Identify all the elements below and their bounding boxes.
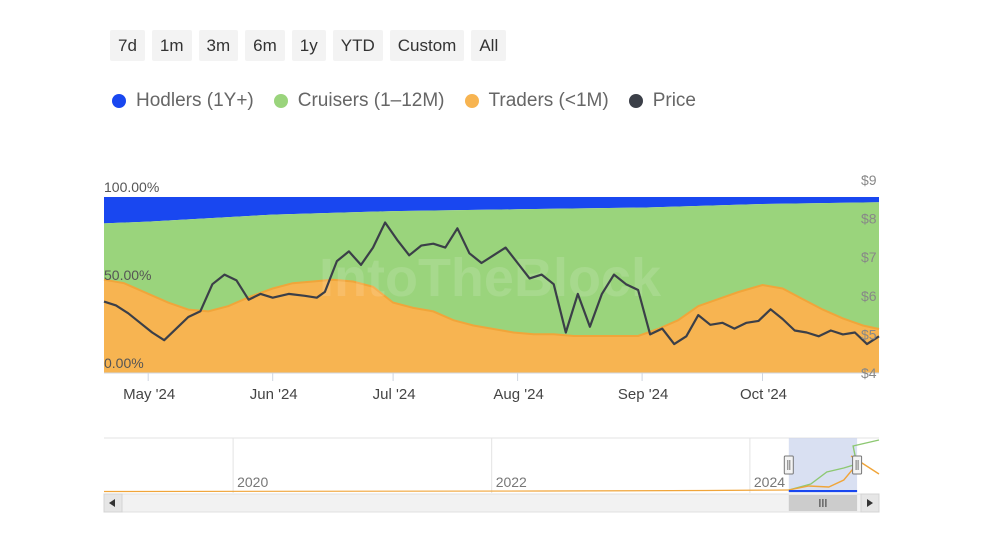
- navigator-tick-label: 2020: [237, 474, 268, 490]
- legend-item-traders[interactable]: Traders (<1M): [464, 90, 609, 112]
- legend-dot-icon: [628, 94, 643, 108]
- range-7d-button[interactable]: 7d: [110, 30, 145, 61]
- legend-dot-icon: [464, 94, 479, 108]
- range-1y-button[interactable]: 1y: [291, 30, 326, 61]
- range-6m-button[interactable]: 6m: [245, 30, 285, 61]
- legend-dot-icon: [273, 94, 288, 108]
- x-tick-label: May '24: [123, 386, 175, 403]
- x-tick-label: Oct '24: [740, 386, 787, 403]
- range-3m-button[interactable]: 3m: [198, 30, 239, 61]
- legend-item-price[interactable]: Price: [628, 90, 696, 112]
- chart-legend: Hodlers (1Y+) Cruisers (1–12M) Traders (…: [112, 90, 696, 112]
- cruisers-area: [104, 202, 879, 336]
- x-tick-label: Jul '24: [373, 386, 416, 403]
- legend-item-cruisers[interactable]: Cruisers (1–12M): [273, 90, 445, 112]
- traders-area: [104, 279, 879, 373]
- navigator-right-handle[interactable]: [852, 455, 863, 475]
- y-right-axis: $9 $8 $7 $6 $5 $4: [861, 172, 877, 381]
- arrow-right-icon: [867, 499, 873, 507]
- legend-label: Traders (<1M): [488, 90, 609, 111]
- range-1m-button[interactable]: 1m: [151, 30, 192, 61]
- y-right-tick-label: $5: [861, 326, 877, 342]
- grip-icon: [819, 499, 827, 507]
- navigator-tick-label: 2024: [754, 474, 785, 490]
- legend-label: Cruisers (1–12M): [297, 90, 445, 111]
- range-custom-button[interactable]: Custom: [389, 30, 465, 61]
- y-right-tick-label: $4: [861, 365, 877, 381]
- y-right-tick-label: $8: [861, 211, 877, 227]
- legend-label: Hodlers (1Y+): [136, 90, 254, 111]
- x-axis: May '24 Jun '24 Jul '24 Aug '24 Sep '24 …: [123, 373, 787, 403]
- price-line: [103, 221, 880, 346]
- y-left-tick-label: 100.00%: [104, 179, 159, 195]
- range-all-button[interactable]: All: [471, 30, 507, 61]
- navigator[interactable]: 2020 2022 2024: [103, 437, 880, 493]
- navigator-left-handle[interactable]: [783, 455, 794, 475]
- main-plot: IntoTheBlock: [103, 196, 880, 374]
- y-right-tick-label: $7: [861, 249, 877, 265]
- y-right-tick-label: $6: [861, 288, 877, 304]
- hodlers-area: [104, 197, 879, 224]
- y-left-tick-label: 50.00%: [104, 267, 151, 283]
- navigator-history-line: [103, 489, 789, 493]
- x-tick-label: Aug '24: [493, 386, 543, 403]
- scrollbar-track[interactable]: [103, 493, 880, 513]
- navigator-cruisers-line: [788, 439, 880, 491]
- navigator-tick-label: 2022: [496, 474, 527, 490]
- traders-line: [103, 278, 880, 337]
- navigator-selection[interactable]: [788, 438, 858, 493]
- x-tick-label: Sep '24: [618, 386, 668, 403]
- legend-item-hodlers[interactable]: Hodlers (1Y+): [112, 90, 254, 112]
- scrollbar[interactable]: [103, 493, 880, 513]
- range-selector: 7d 1m 3m 6m 1y YTD Custom All: [110, 30, 507, 61]
- y-right-tick-label: $9: [861, 172, 877, 188]
- legend-label: Price: [652, 90, 696, 111]
- x-tick-label: Jun '24: [250, 386, 298, 403]
- y-left-tick-label: 0.00%: [104, 355, 144, 371]
- range-ytd-button[interactable]: YTD: [332, 30, 383, 61]
- legend-dot-icon: [112, 94, 126, 108]
- navigator-traders-line: [788, 455, 880, 491]
- arrow-left-icon: [109, 499, 115, 507]
